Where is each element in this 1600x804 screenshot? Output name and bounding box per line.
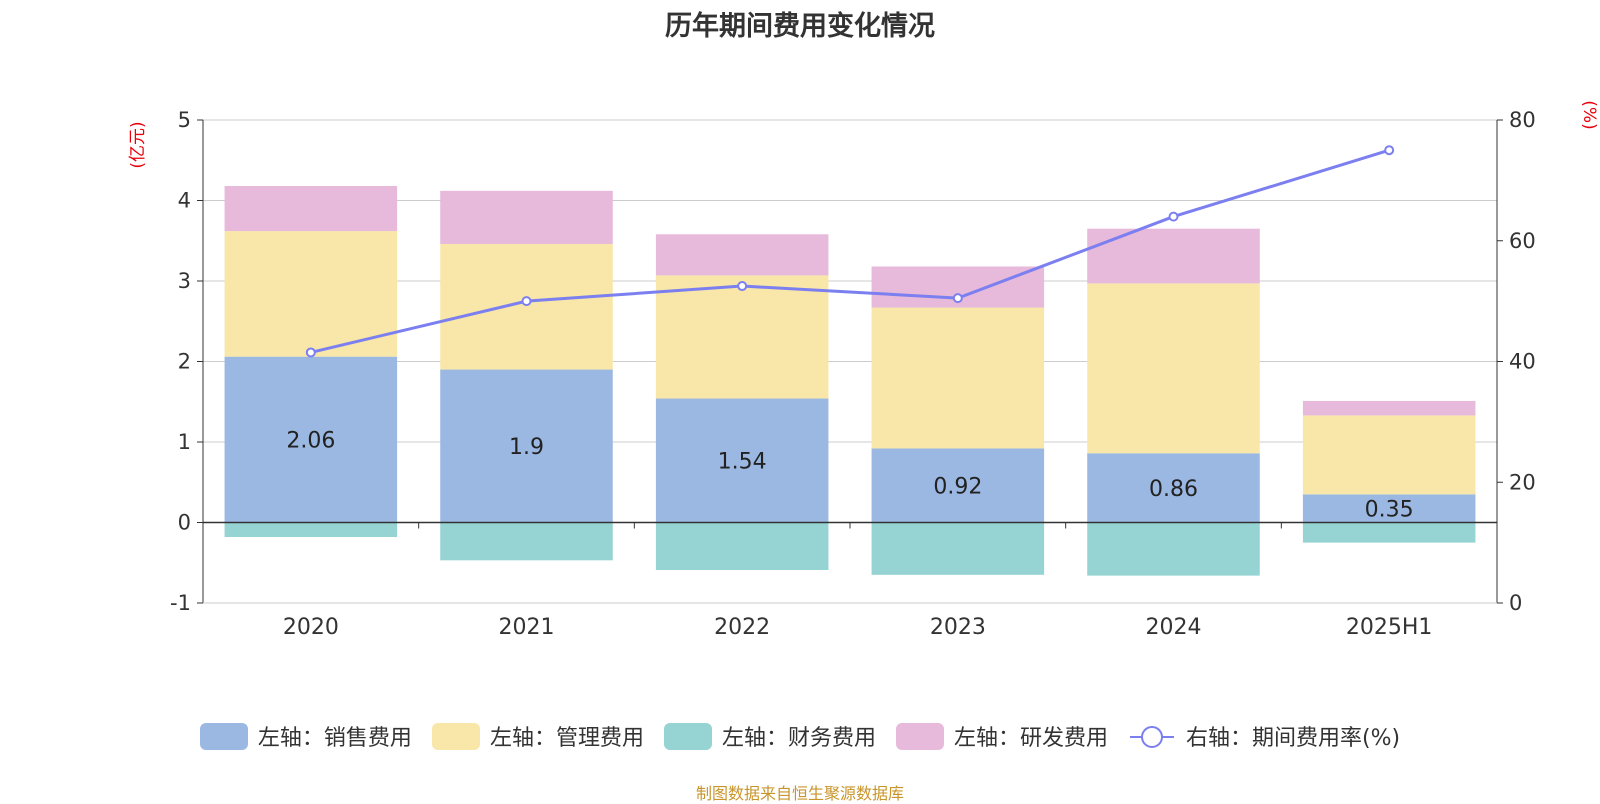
right-axis-unit: (%) (1579, 100, 1599, 129)
right-axis-tick-label: 60 (1509, 229, 1536, 253)
source-note: 制图数据来自恒生聚源数据库 (695, 784, 904, 803)
rate-point (305, 347, 316, 358)
rate-point (1384, 145, 1395, 156)
bar-data-label: 1.54 (718, 450, 767, 475)
legend-label: 左轴：销售费用 (257, 726, 412, 751)
bar-data-label: 2.06 (286, 429, 335, 454)
legend-swatch-finance (663, 722, 712, 750)
legend-item-rd[interactable]: 左轴：研发费用 (895, 720, 1108, 752)
legend-item-admin[interactable]: 左轴：管理费用 (431, 720, 644, 752)
bar-admin-2020 (224, 231, 398, 357)
right-axis-tick-label: 80 (1509, 108, 1536, 132)
bar-sales-2023 (871, 448, 1045, 523)
bar-rd-2021 (440, 190, 613, 244)
legend-swatch-rd (895, 722, 944, 750)
left-axis-tick-label: -1 (170, 591, 191, 615)
x-axis-category-label: 2024 (1146, 615, 1202, 640)
legend-item-rate[interactable]: 右轴：期间费用率(%) (1128, 720, 1400, 752)
rate-point (952, 293, 963, 304)
left-axis-tick-label: 4 (178, 189, 191, 213)
bar-finance-2024 (1087, 522, 1260, 576)
bar-data-label: 1.9 (509, 435, 544, 460)
bar-admin-2025H1 (1302, 415, 1476, 495)
right-axis-tick-label: 0 (1509, 591, 1522, 615)
bar-sales-2024 (1087, 453, 1260, 523)
right-axis-tick-label: 20 (1509, 470, 1536, 494)
legend-label: 左轴：研发费用 (953, 726, 1108, 751)
left-axis-tick-label: 0 (178, 511, 191, 535)
x-axis-category-label: 2020 (283, 615, 339, 640)
bar-data-label: 0.86 (1149, 477, 1198, 502)
x-axis-category-label: 2023 (930, 615, 986, 640)
left-axis-tick-label: 1 (178, 430, 191, 454)
bar-rd-2020 (224, 186, 398, 232)
legend-label: 右轴：期间费用率(%) (1185, 726, 1401, 751)
legend-item-sales[interactable]: 左轴：销售费用 (199, 720, 412, 752)
chart-title: 历年期间费用变化情况 (665, 11, 935, 42)
x-axis-category-label: 2022 (714, 615, 770, 640)
bar-sales-2021 (440, 369, 613, 523)
bar-sales-2025H1 (1302, 494, 1476, 523)
legend-swatch-admin (431, 722, 480, 750)
bar-admin-2023 (871, 307, 1045, 449)
left-axis-tick-label: 2 (178, 350, 191, 374)
bar-finance-2021 (440, 522, 613, 561)
bar-admin-2021 (440, 243, 613, 370)
bar-admin-2024 (1087, 283, 1260, 454)
bar-sales-2022 (655, 398, 829, 523)
chart-legend: 左轴：销售费用 左轴：管理费用 左轴：财务费用 左轴：研发费用 右轴：期间费用率(%) (0, 720, 1600, 752)
bar-data-label: 0.92 (933, 474, 982, 499)
left-axis-tick-label: 3 (178, 269, 191, 293)
legend-item-finance[interactable]: 左轴：财务费用 (663, 720, 876, 752)
rate-point (521, 296, 532, 307)
legend-line-marker-icon (1129, 725, 1174, 748)
bar-finance-2022 (655, 522, 829, 570)
right-axis-tick-label: 40 (1509, 350, 1536, 374)
bar-data-label: 0.35 (1365, 497, 1414, 522)
bar-sales-2020 (224, 356, 398, 523)
bar-finance-2020 (224, 522, 398, 537)
rate-line (310, 148, 1390, 354)
bar-finance-2023 (871, 522, 1045, 575)
legend-swatch-sales (199, 722, 248, 750)
x-axis-category-label: 2021 (499, 615, 555, 640)
rate-point (1168, 211, 1179, 222)
legend-label: 左轴：财务费用 (721, 726, 876, 751)
rate-point (737, 281, 748, 292)
legend-label: 左轴：管理费用 (489, 726, 644, 751)
bar-rd-2024 (1087, 228, 1260, 284)
left-axis-unit: (亿元) (128, 121, 148, 168)
bar-finance-2025H1 (1302, 522, 1476, 543)
left-axis-tick-label: 5 (178, 108, 191, 132)
bar-rd-2022 (655, 234, 829, 276)
x-axis-category-label: 2025H1 (1346, 615, 1433, 640)
bar-admin-2022 (655, 275, 829, 399)
bar-rd-2025H1 (1302, 400, 1476, 416)
